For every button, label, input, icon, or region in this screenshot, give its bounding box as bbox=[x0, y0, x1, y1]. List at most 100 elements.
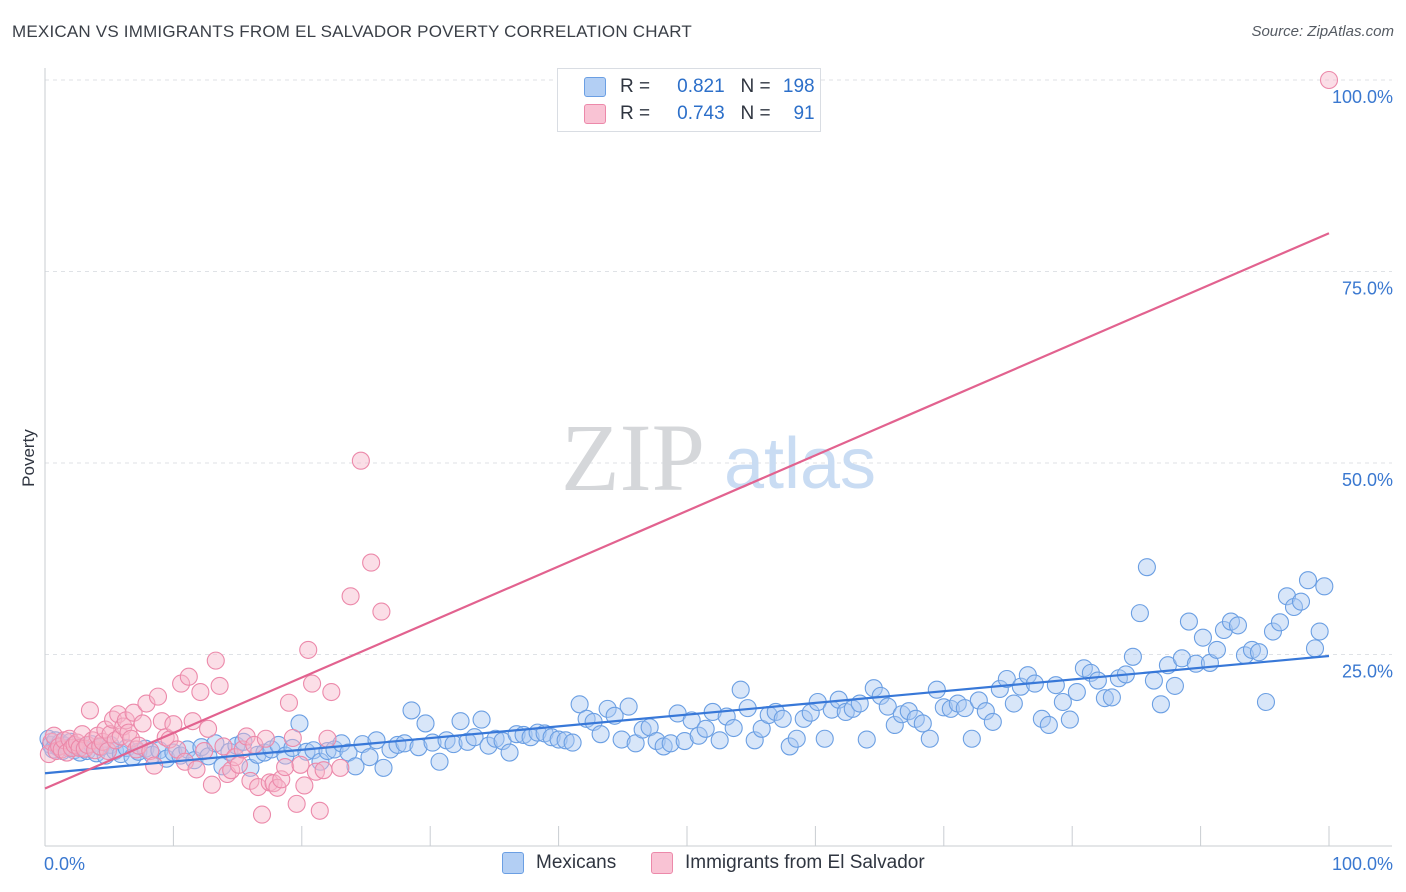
data-point-el-salvador bbox=[210, 676, 229, 695]
data-point-el-salvador bbox=[299, 640, 318, 659]
tick-labels: 25.0% 50.0% 75.0% 100.0% 0.0% 100.0% bbox=[44, 87, 1393, 874]
data-point-mexicans bbox=[780, 737, 799, 756]
bottom-legend-label: Mexicans bbox=[536, 852, 617, 873]
data-point-el-salvador bbox=[276, 758, 295, 777]
y-axis-label: Poverty bbox=[19, 429, 38, 487]
data-point-mexicans bbox=[920, 729, 939, 748]
data-point-mexicans bbox=[1053, 692, 1072, 712]
legend-row-el-salvador: R = 0.743 N = 91 bbox=[584, 102, 815, 126]
trend-lines bbox=[44, 232, 1330, 790]
data-point-mexicans bbox=[794, 709, 813, 728]
data-point-mexicans bbox=[1088, 671, 1107, 690]
data-point-mexicans bbox=[479, 736, 498, 755]
data-point-mexicans bbox=[724, 718, 743, 738]
data-point-mexicans bbox=[857, 730, 876, 749]
data-point-el-salvador bbox=[121, 729, 141, 748]
legend-r-label: R = bbox=[620, 103, 651, 124]
data-point-mexicans bbox=[1067, 682, 1086, 702]
data-point-el-salvador bbox=[351, 451, 370, 470]
data-point-el-salvador bbox=[322, 682, 341, 702]
legend-box: R = 0.821 N = 198 R = 0.743 N = 91 bbox=[557, 68, 821, 132]
data-point-mexicans bbox=[976, 702, 995, 721]
y-tick-label: 50.0% bbox=[1342, 470, 1393, 490]
data-point-el-salvador bbox=[314, 761, 333, 780]
watermark-zip: ZIP bbox=[561, 404, 705, 511]
data-point-mexicans bbox=[997, 669, 1016, 689]
data-point-mexicans bbox=[1032, 709, 1051, 728]
data-point-el-salvador bbox=[104, 710, 123, 729]
data-point-mexicans bbox=[234, 732, 253, 751]
data-point-mexicans bbox=[1004, 694, 1023, 713]
data-point-el-salvador bbox=[214, 737, 233, 756]
data-point-el-salvador bbox=[73, 725, 92, 744]
legend-r-label: R = bbox=[620, 76, 651, 97]
data-point-mexicans bbox=[745, 731, 764, 750]
data-point-mexicans bbox=[710, 731, 729, 750]
data-point-el-salvador bbox=[137, 694, 156, 713]
data-point-mexicans bbox=[1315, 577, 1334, 596]
data-point-mexicans bbox=[787, 729, 806, 748]
data-point-el-salvador bbox=[295, 776, 314, 795]
data-point-mexicans bbox=[1291, 592, 1311, 611]
data-point-mexicans bbox=[1256, 692, 1276, 712]
data-point-el-salvador bbox=[206, 651, 225, 670]
data-point-el-salvador bbox=[310, 801, 329, 820]
chart-title: MEXICAN VS IMMIGRANTS FROM EL SALVADOR P… bbox=[12, 22, 692, 41]
legend-n-value: 91 bbox=[793, 103, 815, 124]
data-point-mexicans bbox=[1144, 671, 1163, 690]
data-point-mexicans bbox=[1249, 643, 1269, 662]
data-point-mexicans bbox=[598, 699, 617, 718]
data-point-mexicans bbox=[1270, 613, 1290, 632]
data-point-mexicans bbox=[878, 697, 897, 716]
data-point-el-salvador bbox=[229, 755, 248, 774]
watermark-atlas: atlas bbox=[724, 424, 876, 504]
data-point-el-salvador bbox=[187, 760, 206, 779]
data-point-mexicans bbox=[661, 734, 680, 753]
data-point-el-salvador bbox=[1319, 70, 1339, 90]
data-point-mexicans bbox=[570, 695, 589, 714]
data-point-el-salvador bbox=[372, 602, 391, 621]
y-tick-label: 100.0% bbox=[1332, 87, 1393, 107]
data-point-mexicans bbox=[913, 714, 932, 733]
data-point-el-salvador bbox=[145, 756, 164, 775]
data-point-el-salvador bbox=[172, 674, 191, 693]
grid-lines bbox=[45, 79, 1392, 655]
data-point-mexicans bbox=[1277, 587, 1297, 606]
data-point-mexicans bbox=[934, 698, 953, 717]
data-point-mexicans bbox=[696, 719, 715, 738]
data-point-el-salvador bbox=[80, 701, 99, 720]
data-point-el-salvador bbox=[362, 553, 381, 572]
data-point-mexicans bbox=[1305, 639, 1325, 658]
legend-n-value: 198 bbox=[782, 76, 815, 97]
data-point-mexicans bbox=[374, 758, 393, 777]
data-point-mexicans bbox=[1060, 710, 1079, 729]
legend-row-mexicans: R = 0.821 N = 198 bbox=[584, 75, 815, 99]
data-point-mexicans bbox=[486, 729, 505, 748]
trend-line-mexicans bbox=[44, 654, 1330, 775]
data-point-mexicans bbox=[633, 720, 652, 739]
data-point-mexicans bbox=[402, 701, 421, 720]
data-point-mexicans bbox=[1011, 677, 1030, 696]
data-point-el-salvador bbox=[291, 755, 310, 774]
data-point-el-salvador bbox=[202, 775, 221, 794]
legend-n-label: N = bbox=[740, 76, 771, 97]
data-point-mexicans bbox=[1137, 558, 1156, 577]
data-point-mexicans bbox=[1039, 715, 1058, 735]
data-point-mexicans bbox=[1263, 622, 1283, 641]
data-point-mexicans bbox=[675, 732, 694, 751]
data-point-el-salvador bbox=[318, 729, 337, 748]
data-point-mexicans bbox=[969, 691, 988, 710]
data-point-el-salvador bbox=[283, 728, 302, 748]
data-point-mexicans bbox=[1298, 571, 1318, 590]
data-point-el-salvador bbox=[195, 741, 214, 761]
x-tick-label-max: 100.0% bbox=[1332, 854, 1393, 874]
data-point-mexicans bbox=[346, 757, 365, 776]
data-point-mexicans bbox=[325, 740, 344, 759]
bottom-legend-swatch-pink bbox=[651, 852, 673, 874]
data-point-el-salvador bbox=[62, 738, 82, 758]
data-point-mexicans bbox=[773, 709, 792, 728]
data-point-mexicans bbox=[682, 711, 701, 730]
data-point-el-salvador bbox=[191, 682, 210, 702]
data-point-mexicans bbox=[815, 729, 834, 748]
